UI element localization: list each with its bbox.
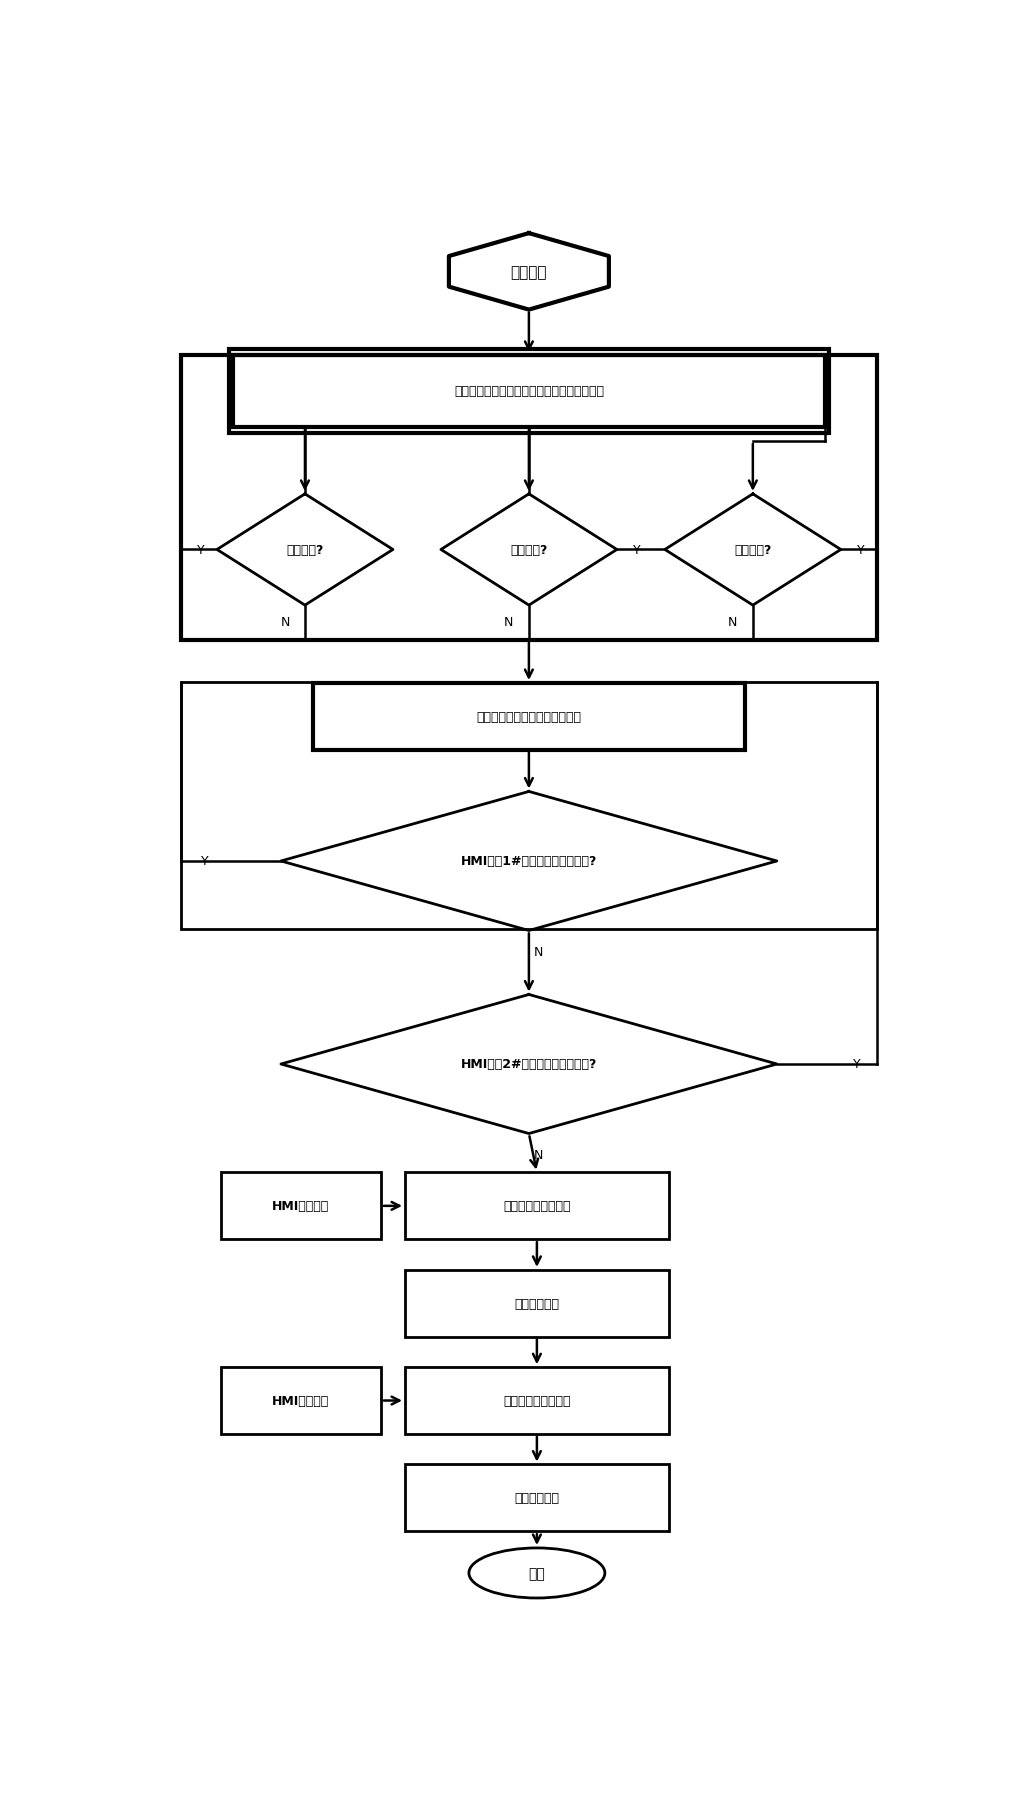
Text: 发令器发出保安水开阀允许命令: 发令器发出保安水开阀允许命令 (477, 711, 581, 724)
Text: 保安水阀打开: 保安水阀打开 (514, 1298, 559, 1310)
Text: 供电正常?: 供电正常? (734, 543, 772, 556)
Text: HMI开阀操作: HMI开阀操作 (272, 1393, 329, 1408)
Text: 压力正常?: 压力正常? (286, 543, 324, 556)
Text: 执行保安水开阀命令: 执行保安水开阀命令 (504, 1393, 571, 1408)
Bar (221, 1368, 381, 1435)
Text: 准备状态: 准备状态 (511, 265, 547, 280)
Bar (229, 350, 829, 433)
Bar (221, 1173, 381, 1240)
Text: 结束: 结束 (528, 1567, 545, 1579)
Text: N: N (505, 616, 514, 628)
Text: 保安水阀打开: 保安水阀打开 (514, 1491, 559, 1505)
Text: 执行保安水开阀命令: 执行保安水开阀命令 (504, 1200, 571, 1213)
Bar (181, 682, 877, 930)
Text: 流量正常?: 流量正常? (510, 543, 548, 556)
Text: Y: Y (857, 543, 865, 556)
Text: 发送器监控供水系统的压力、流量和供电情况: 发送器监控供水系统的压力、流量和供电情况 (454, 384, 604, 399)
Text: Y: Y (853, 1058, 861, 1070)
Bar (405, 1271, 669, 1338)
Text: Y: Y (197, 543, 204, 556)
Text: Y: Y (633, 543, 641, 556)
Text: HMI输入2#炉是否处于检修状态?: HMI输入2#炉是否处于检修状态? (460, 1058, 598, 1070)
Bar (233, 356, 825, 428)
Text: N: N (534, 1148, 543, 1161)
Text: HMI开阀操作: HMI开阀操作 (272, 1200, 329, 1213)
Bar (405, 1173, 669, 1240)
Text: N: N (534, 946, 543, 958)
Text: N: N (729, 616, 738, 628)
Bar (405, 1368, 669, 1435)
Text: HMI输入1#炉是否处于检修状态?: HMI输入1#炉是否处于检修状态? (460, 856, 598, 868)
Text: N: N (281, 616, 290, 628)
Bar (405, 1464, 669, 1531)
Bar (181, 356, 877, 641)
Bar (313, 684, 745, 751)
Text: Y: Y (201, 856, 208, 868)
